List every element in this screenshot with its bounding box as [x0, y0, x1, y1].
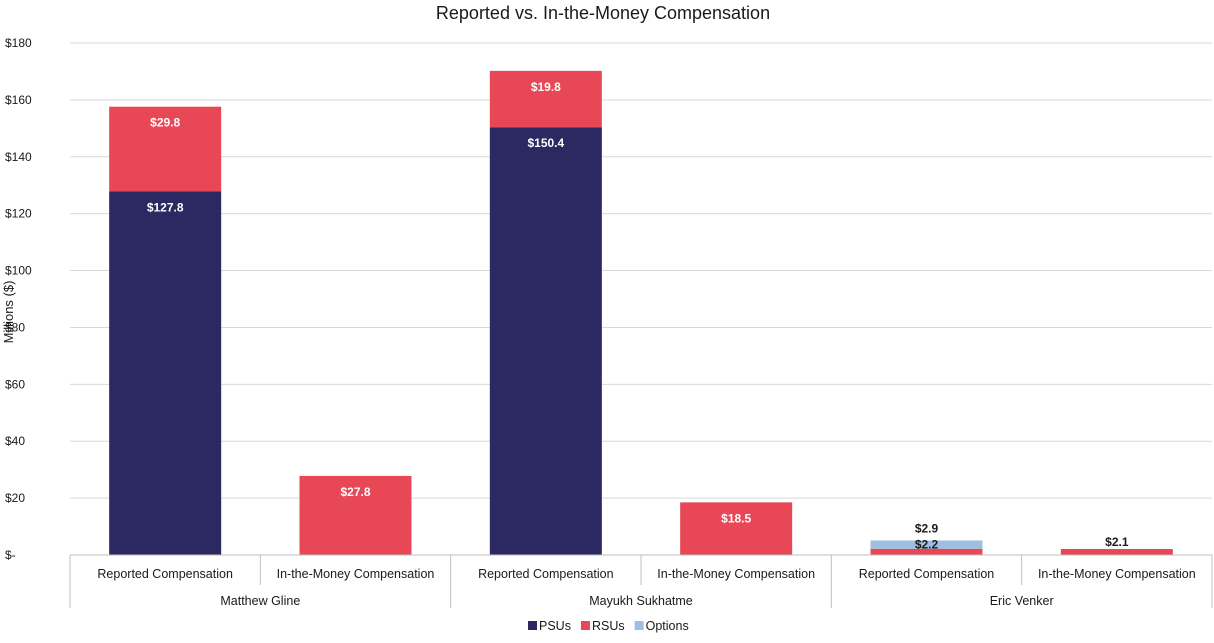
bar-rsus-2 [489, 70, 602, 128]
x-group-label: Matthew Gline [220, 594, 300, 608]
bar-rsus-5 [1060, 549, 1173, 555]
legend-label: RSUs [592, 619, 625, 633]
bar-rsus-0 [109, 106, 222, 192]
y-tick-label: $100 [5, 264, 32, 278]
legend-label: Options [646, 619, 689, 633]
bar-psus-2 [489, 127, 602, 555]
x-group-label: Mayukh Sukhatme [589, 594, 693, 608]
data-label: $150.4 [527, 136, 564, 150]
y-tick-label: $160 [5, 93, 32, 107]
x-category-label: In-the-Money Compensation [1038, 567, 1196, 581]
bar-rsus-3 [680, 502, 793, 555]
legend-swatch-rsus [580, 621, 590, 630]
y-tick-label: $60 [5, 377, 25, 391]
data-label: $27.8 [340, 485, 370, 499]
y-axis-ticks: $- $20 $40 $60 $80 $100 $120 $140 $160 $180 [5, 36, 32, 562]
legend-label: PSUs [539, 619, 571, 633]
y-tick-label: $180 [5, 36, 32, 50]
data-label: $2.2 [915, 537, 939, 551]
x-category-label: In-the-Money Compensation [277, 567, 435, 581]
data-label: $2.9 [915, 521, 939, 535]
x-category-label: In-the-Money Compensation [657, 567, 815, 581]
bar-psus-0 [109, 191, 222, 556]
bar-rsus-1 [299, 475, 412, 555]
gridlines [70, 42, 1212, 499]
legend-swatch-options [634, 621, 644, 630]
bar-options-4 [870, 540, 983, 549]
y-tick-label: $80 [5, 320, 25, 334]
data-label: $18.5 [721, 511, 751, 525]
y-tick-label: $140 [5, 150, 32, 164]
x-category-label: Reported Compensation [478, 567, 614, 581]
y-tick-label: $40 [5, 434, 25, 448]
y-tick-label: $20 [5, 491, 25, 505]
y-tick-label: $120 [5, 207, 32, 221]
x-group-label: Eric Venker [990, 594, 1054, 608]
legend-swatch-psus [528, 621, 537, 630]
y-axis-label: Millions ($) [1, 281, 16, 344]
y-tick-label: $- [5, 548, 16, 562]
data-label: $2.1 [1105, 535, 1129, 549]
x-category-label: Reported Compensation [859, 567, 995, 581]
x-category-label: Reported Compensation [97, 567, 233, 581]
x-axis: Reported Compensation In-the-Money Compen… [69, 554, 1213, 608]
bar-rsus-4 [870, 548, 983, 555]
bars [109, 70, 1173, 556]
data-label: $19.8 [531, 80, 561, 94]
data-label: $29.8 [150, 116, 180, 130]
chart-title: Reported vs. In-the-Money Compensation [436, 3, 770, 23]
data-label: $127.8 [147, 200, 184, 214]
data-labels: $127.8 $29.8 $27.8 $150.4 $19.8 $18.5 $2.2 $2.9… [147, 80, 1129, 552]
legend: PSUs RSUs Options [528, 619, 689, 633]
